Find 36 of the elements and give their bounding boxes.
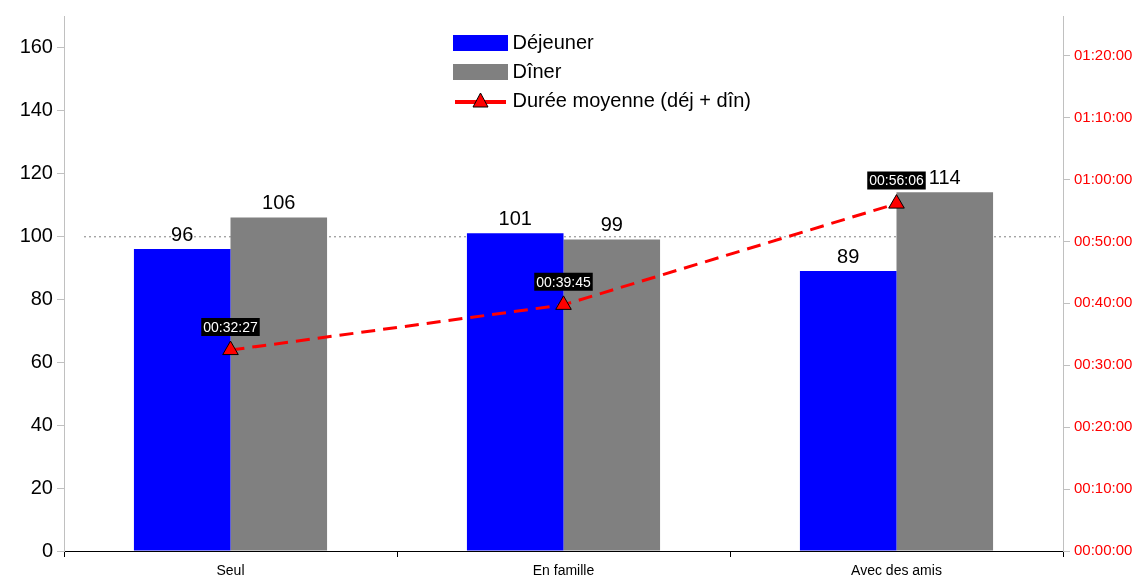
y2-tick-label: 00:20:00	[1074, 417, 1133, 435]
y-tick-label: 160	[19, 34, 53, 57]
data-label: 00:39:45	[536, 273, 591, 290]
y-tick-label: 80	[30, 286, 53, 309]
legend-label: Dîner	[512, 59, 562, 84]
point	[555, 295, 572, 310]
y-tick-label: 40	[30, 412, 53, 435]
y2-tick-label: 00:00:00	[1074, 541, 1133, 559]
legend-label: Déjeuner	[512, 30, 594, 55]
y-tick-label: 120	[19, 160, 53, 183]
y-tick-label: 20	[30, 475, 53, 498]
x-tick-label: Avec des amis	[851, 562, 942, 579]
point	[222, 340, 239, 356]
data-label: 99	[600, 213, 623, 236]
y2-tick-label: 00:40:00	[1074, 293, 1133, 311]
data-label: 96	[171, 222, 194, 245]
y2-tick-label: 01:10:00	[1074, 107, 1133, 125]
y2-tick-label: 01:20:00	[1074, 45, 1133, 63]
y2-tick-label: 01:00:00	[1074, 169, 1133, 187]
x-tick-label: Seul	[216, 562, 245, 579]
y2-tick-label: 00:50:00	[1074, 231, 1133, 249]
data-label: 106	[262, 191, 296, 214]
y-tick-label: 140	[19, 97, 53, 120]
data-label: 89	[837, 244, 860, 267]
data-label: 00:32:27	[203, 318, 258, 335]
legend-label: Durée moyenne (déj + dîn)	[512, 88, 751, 113]
data-label: 00:56:06	[869, 172, 924, 189]
y-tick-label: 100	[19, 223, 53, 246]
y2-tick-label: 00:30:00	[1074, 355, 1133, 373]
data-label: 114	[928, 166, 961, 189]
data-label: 101	[498, 207, 532, 230]
y-tick-label: 60	[30, 349, 53, 372]
point	[888, 194, 905, 209]
y2-tick-label: 00:10:00	[1074, 479, 1133, 497]
y-tick-label: 0	[41, 538, 53, 561]
x-tick-label: En famille	[532, 562, 595, 579]
